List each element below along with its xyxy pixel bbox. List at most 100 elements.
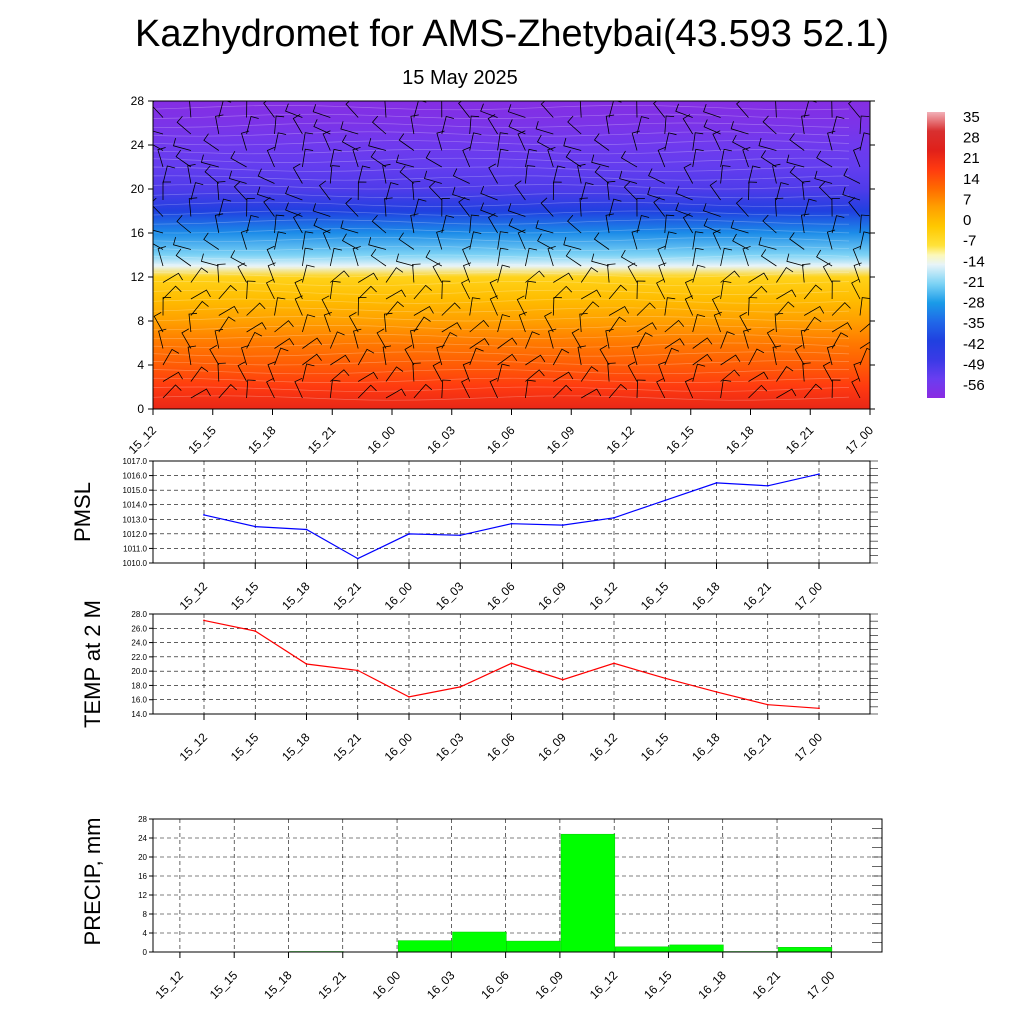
wind-barb (692, 148, 704, 168)
heatmap-xtick-label: 16_06 (484, 423, 518, 457)
wind-barb (302, 132, 314, 151)
precip-chart: 0 4 8 12 16 20 24 28 15_12 15_15 15_18 15_21 16_00 16… (80, 815, 883, 1002)
wind-barb (190, 289, 211, 300)
precip-bar (615, 946, 670, 953)
pmsl-point (561, 524, 564, 527)
pmsl-xtick-label: 16_15 (638, 579, 672, 613)
wind-barb (274, 347, 289, 366)
wind-barb (544, 312, 554, 333)
wind-barb (497, 363, 510, 382)
precip-ytick-label: 0 (143, 948, 148, 957)
wind-barb (608, 284, 628, 300)
wind-barb (302, 247, 314, 267)
temp2m-frame (152, 613, 871, 715)
colorbar-label: -35 (963, 315, 985, 332)
wind-barb (579, 101, 582, 118)
wind-barb (608, 305, 630, 316)
wind-barb (593, 232, 610, 250)
wind-barb (581, 289, 602, 300)
pmsl-point (715, 481, 718, 484)
wind-barb (302, 337, 323, 349)
wind-barb (536, 134, 554, 151)
wind-barb (831, 116, 845, 135)
wind-barb (580, 182, 594, 201)
temp2m-xtick-label: 16_21 (740, 730, 774, 764)
wind-barb (357, 348, 375, 366)
wind-barb (859, 132, 870, 151)
wind-barb (831, 280, 841, 300)
wind-barb (553, 371, 574, 382)
wind-barb (313, 217, 331, 234)
wind-barb (627, 262, 638, 283)
wind-barb (274, 320, 294, 333)
wind-barb (735, 197, 749, 217)
wind-barb (497, 264, 511, 283)
wind-barb (176, 115, 192, 135)
wind-barb (831, 302, 851, 316)
precip-bar (506, 940, 561, 953)
wind-barb (370, 150, 387, 168)
wind-barbs (153, 101, 870, 399)
wind-barb (162, 272, 183, 283)
wind-barb (605, 114, 615, 135)
pmsl-point (510, 522, 513, 525)
pmsl-xtick-label: 16_18 (689, 579, 723, 613)
wind-barb (565, 150, 582, 168)
wind-barb (257, 168, 275, 184)
wind-barb (329, 331, 345, 349)
pmsl-chart: 1010.0 1011.0 1012.0 1013.0 1014.0 1015.0 1016… (70, 457, 878, 613)
wind-barb (190, 300, 209, 316)
wind-barb (760, 150, 777, 168)
temp2m-point (561, 678, 564, 681)
wind-barb (266, 245, 275, 267)
contour-line (153, 201, 850, 207)
temp2m-xtick-label: 15_15 (228, 730, 262, 764)
wind-barb (547, 246, 556, 267)
wind-barb (709, 180, 721, 201)
wind-barb (441, 322, 462, 333)
wind-barb (732, 233, 749, 250)
wind-barb (537, 233, 554, 250)
temp2m-ytick-label: 16.0 (131, 696, 147, 705)
temp2m-point (305, 663, 308, 665)
wind-barb (302, 264, 315, 283)
wind-barb (398, 232, 415, 250)
heatmap-ytick-label: 8 (137, 314, 144, 328)
contour-line (153, 237, 850, 243)
wind-barb (814, 170, 833, 184)
temp2m-point (818, 707, 820, 710)
wind-barb (173, 137, 192, 151)
wind-barb (345, 101, 359, 118)
wind-barb (153, 130, 164, 135)
wind-barb (684, 295, 694, 316)
wind-barb (831, 332, 849, 349)
pmsl-ytick-label: 1016.0 (123, 472, 148, 481)
wind-barb (313, 119, 331, 135)
wind-barb (237, 361, 247, 382)
wind-barb (774, 313, 784, 333)
wind-barb (822, 262, 833, 283)
wind-barb (292, 163, 303, 184)
precip-bar (452, 931, 507, 953)
wind-barb (567, 115, 582, 135)
wind-barb (228, 170, 247, 184)
wind-barb (497, 337, 518, 349)
wind-barb (441, 302, 461, 316)
wind-barb (851, 377, 861, 399)
wind-barb (605, 213, 614, 234)
contour-line (153, 210, 850, 216)
pmsl-ytick-label: 1014.0 (123, 501, 148, 510)
wind-barb (711, 295, 721, 316)
wind-barb (636, 116, 650, 135)
wind-barb (789, 232, 805, 250)
wind-barb (153, 101, 164, 118)
precip-xtick-label: 16_09 (533, 968, 567, 1002)
wind-barb (720, 247, 733, 267)
wind-barb (675, 202, 693, 217)
pmsl-point (613, 516, 615, 519)
wind-barb (739, 312, 749, 333)
wind-barb (294, 377, 303, 399)
colorbar-label: 0 (963, 212, 971, 229)
contour-line (153, 254, 850, 260)
wind-barb (692, 132, 704, 151)
